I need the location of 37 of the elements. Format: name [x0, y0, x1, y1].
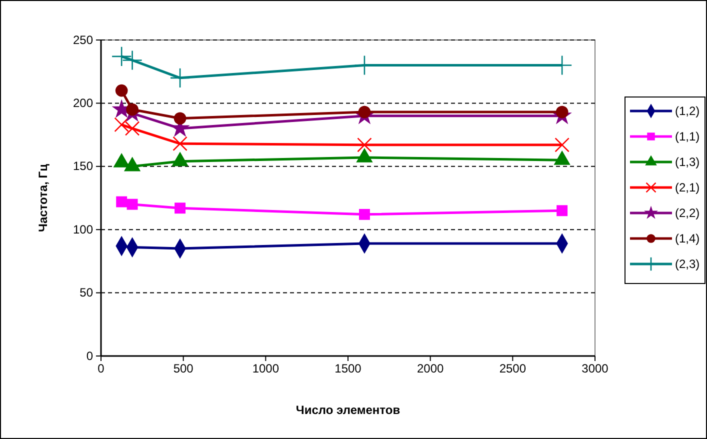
point: [357, 138, 372, 152]
y-tick-label: 100: [72, 222, 94, 236]
point: [172, 136, 188, 152]
x-axis-title: Число элементов: [296, 403, 400, 417]
legend-label: (2,3): [675, 257, 700, 271]
point: [556, 205, 568, 216]
point: [170, 68, 190, 88]
x-tick-label: 1500: [334, 362, 362, 376]
point: [115, 84, 128, 97]
y-tick-label: 150: [72, 159, 94, 174]
y-tick-label: 200: [72, 96, 94, 110]
point: [122, 50, 142, 70]
x-tick-label: 0: [98, 362, 105, 376]
y-tick-label: 50: [80, 286, 94, 300]
point: [358, 208, 370, 220]
y-tick-label: 250: [72, 32, 94, 47]
point: [111, 46, 132, 67]
legend-label: (1,2): [675, 104, 700, 118]
legend-label: (1,1): [675, 130, 700, 144]
point: [126, 198, 138, 210]
legend-label: (2,2): [675, 206, 700, 220]
point: [124, 121, 140, 136]
y-tick-label: 0: [86, 348, 94, 363]
x-tick-label: 2000: [416, 362, 444, 376]
y-axis-title: Частота, Гц: [36, 163, 50, 232]
x-tick-label: 1000: [252, 362, 280, 376]
x-tick-label: 2500: [499, 362, 526, 376]
point: [174, 112, 186, 125]
point: [174, 202, 186, 214]
x-tick-label: 500: [173, 362, 194, 376]
point: [554, 138, 570, 152]
legend-label: (2,1): [675, 180, 700, 194]
x-tick-label: 3000: [582, 362, 609, 376]
point: [116, 196, 128, 208]
point: [114, 117, 129, 132]
legend-label: (1,3): [675, 155, 700, 169]
legend-label: (1,4): [675, 232, 700, 246]
